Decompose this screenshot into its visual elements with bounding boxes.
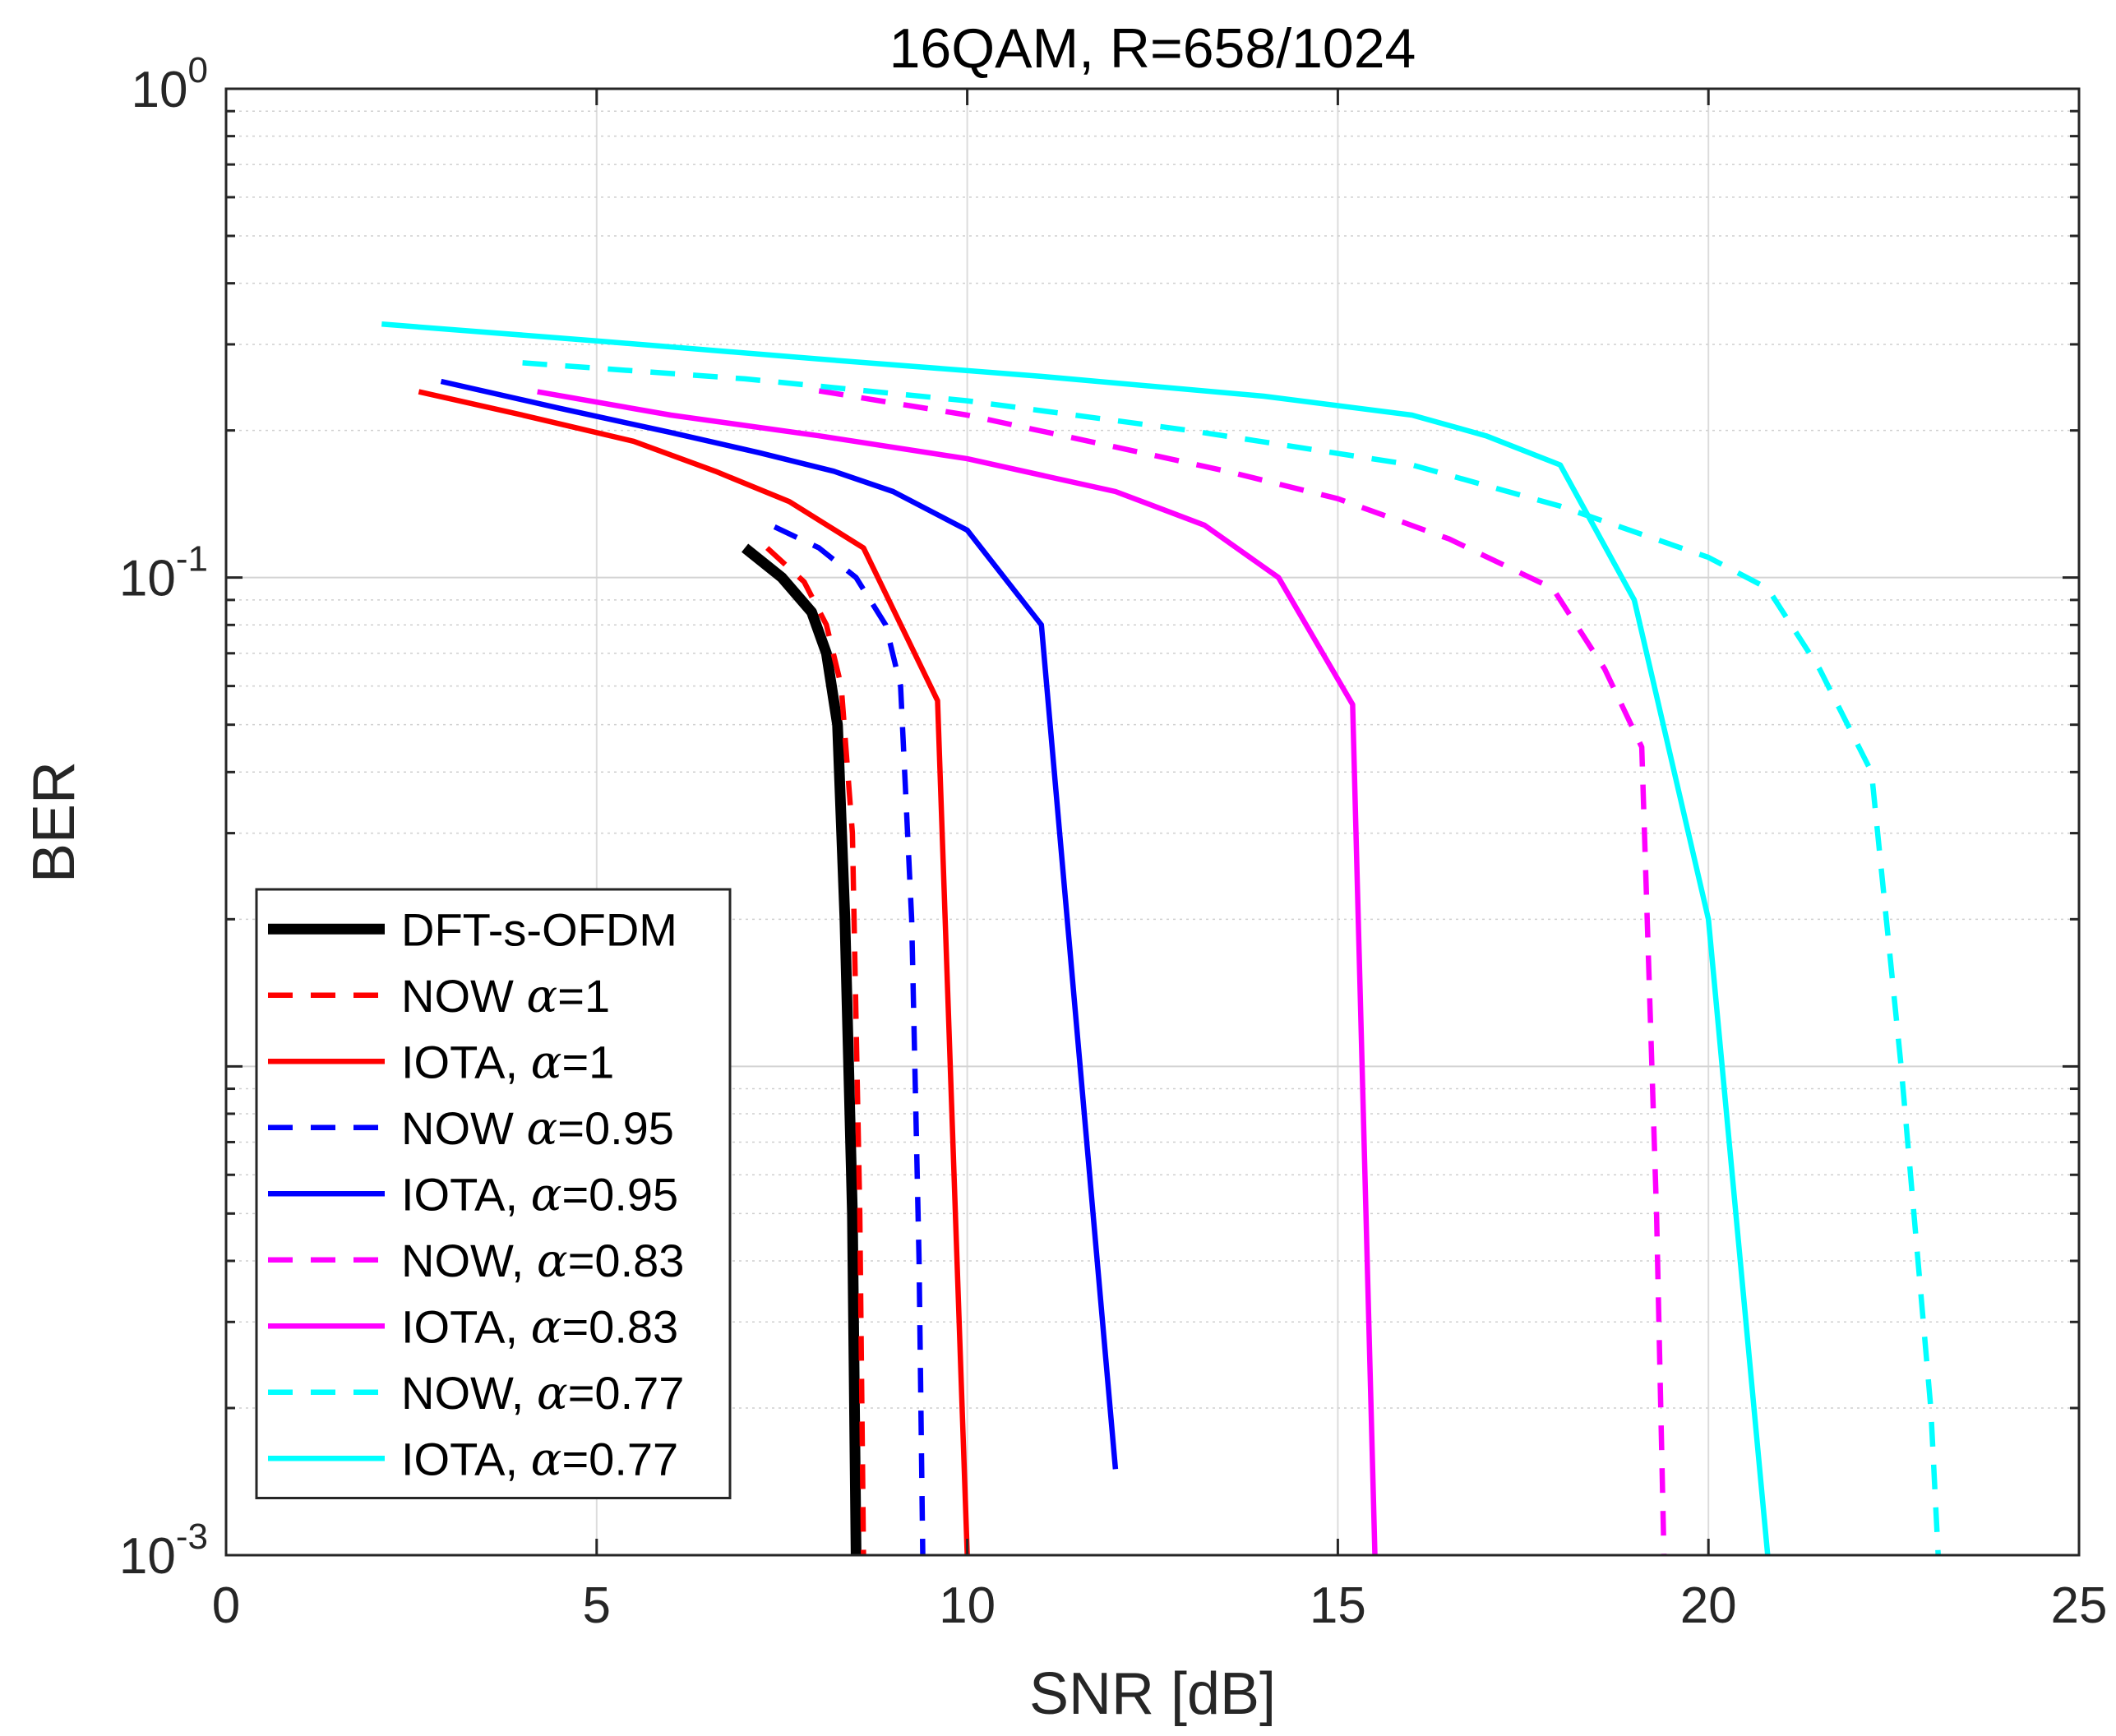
x-tick-label: 15: [1310, 1577, 1366, 1634]
series-lines: [381, 321, 1941, 1556]
series-line-2: [418, 389, 970, 1556]
legend-label-5: NOW, α=0.83: [401, 1235, 684, 1288]
series-line-1: [765, 546, 866, 1556]
series-line-6: [537, 389, 1378, 1556]
x-axis-label: SNR [dB]: [1029, 1661, 1276, 1727]
y-tick-label: 100: [132, 50, 208, 118]
y-tick-label: 10-3: [119, 1517, 208, 1585]
y-axis-label: BER: [21, 761, 87, 883]
x-tick-labels: 0 5 10 15 20 25: [212, 1577, 2108, 1634]
y-tick-labels: 100 10-1 10-3: [119, 50, 208, 1585]
legend-label-1: NOW α=1: [401, 970, 610, 1023]
series-line-7: [522, 360, 1941, 1556]
series-line-4: [440, 378, 1119, 1470]
legend-label-2: IOTA, α=1: [401, 1036, 614, 1089]
series-line-5: [818, 388, 1667, 1556]
plot-frame: [224, 87, 2081, 1557]
x-tick-label: 5: [583, 1577, 611, 1634]
legend-label-4: IOTA, α=0.95: [401, 1168, 678, 1221]
legend-label-6: IOTA, α=0.83: [401, 1300, 678, 1354]
legend-label-7: NOW, α=0.77: [401, 1367, 684, 1420]
x-tick-label: 0: [212, 1577, 240, 1634]
x-tick-label: 20: [1680, 1577, 1737, 1634]
series-line-0: [742, 543, 862, 1556]
x-tick-label: 25: [2051, 1577, 2108, 1634]
chart-title: 16QAM, R=658/1024: [889, 17, 1416, 80]
series-line-3: [773, 524, 926, 1556]
axis-ticks: [224, 87, 2081, 1557]
legend-label-8: IOTA, α=0.77: [401, 1433, 678, 1486]
x-tick-label: 10: [939, 1577, 996, 1634]
y-tick-label: 10-1: [119, 539, 208, 607]
legend-label-3: NOW α=0.95: [401, 1102, 674, 1156]
legend-label-0: DFT-s-OFDM: [401, 903, 677, 955]
series-line-8: [381, 321, 1771, 1556]
legend: DFT-s-OFDM NOW α=1 IOTA, α=1 NOW α=0.95 IOTA…: [255, 888, 732, 1499]
